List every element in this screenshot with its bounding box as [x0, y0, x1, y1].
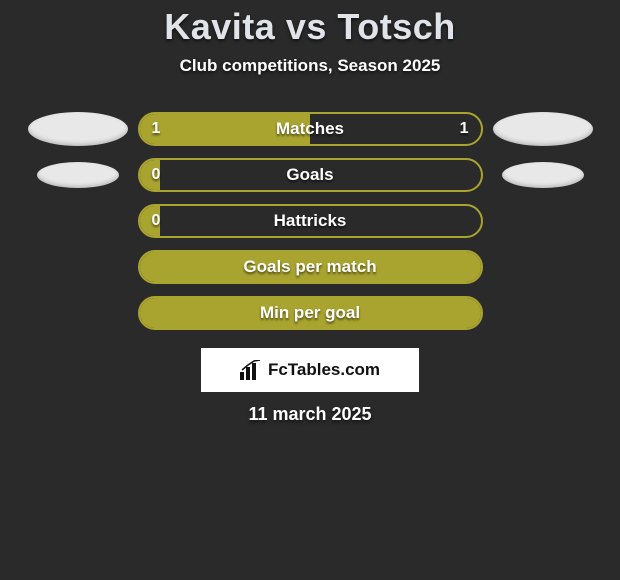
stat-row: Goals 0: [0, 158, 620, 192]
stat-row: Min per goal: [0, 296, 620, 330]
player2-name: Totsch: [337, 6, 455, 47]
stat-label: Matches: [276, 119, 344, 139]
bar-chart-icon: [240, 360, 262, 380]
player1-badge-icon: [37, 162, 119, 188]
date-label: 11 march 2025: [0, 404, 620, 425]
right-badge-col: [483, 112, 603, 146]
stat-bar: Goals per match: [138, 250, 483, 284]
stat-value-left: 0: [152, 212, 161, 230]
left-badge-col: [18, 112, 138, 146]
player2-badge-icon: [502, 162, 584, 188]
fctables-logo: FcTables.com: [201, 348, 419, 392]
stat-label: Goals per match: [243, 257, 376, 277]
stat-row: Hattricks 0: [0, 204, 620, 238]
stat-value-left: 0: [152, 166, 161, 184]
left-badge-col: [18, 162, 138, 188]
stat-bar: Goals 0: [138, 158, 483, 192]
page-title: Kavita vs Totsch: [0, 6, 620, 48]
stat-label: Goals: [286, 165, 333, 185]
player2-badge-icon: [493, 112, 593, 146]
stat-value-left: 1: [152, 120, 161, 138]
right-badge-col: [483, 162, 603, 188]
stat-label: Hattricks: [274, 211, 347, 231]
logo-text: FcTables.com: [268, 360, 380, 380]
stat-label: Min per goal: [260, 303, 360, 323]
infographic-container: Kavita vs Totsch Club competitions, Seas…: [0, 0, 620, 425]
stat-bar: Hattricks 0: [138, 204, 483, 238]
stats-list: Matches 1 1 Goals 0 Hattricks 0 Goals per match…: [0, 112, 620, 330]
stat-value-right: 1: [460, 120, 469, 138]
subtitle: Club competitions, Season 2025: [0, 56, 620, 76]
stat-row: Matches 1 1: [0, 112, 620, 146]
player1-badge-icon: [28, 112, 128, 146]
stat-row: Goals per match: [0, 250, 620, 284]
stat-bar: Min per goal: [138, 296, 483, 330]
stat-bar: Matches 1 1: [138, 112, 483, 146]
vs-separator: vs: [286, 6, 327, 47]
player1-name: Kavita: [164, 6, 275, 47]
